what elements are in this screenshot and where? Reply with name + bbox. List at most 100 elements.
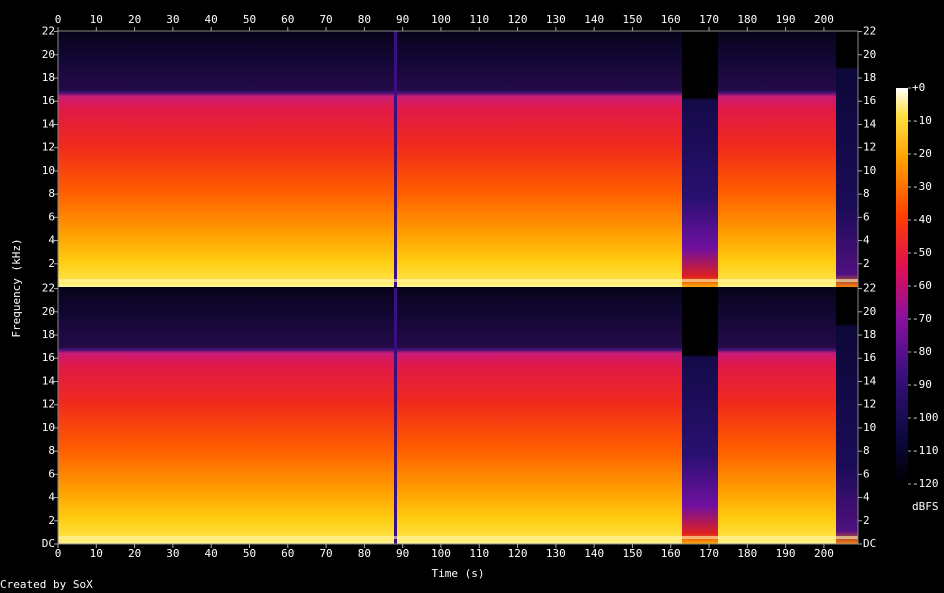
x-tick-label-top: 190: [776, 13, 796, 26]
x-tick-label-bottom: 190: [776, 547, 796, 560]
x-tick-label-top: 170: [699, 13, 719, 26]
y-tick-label-left: 6: [48, 467, 55, 480]
y-tick-label-right: 10: [863, 164, 876, 177]
x-tick-label-bottom: 20: [128, 547, 141, 560]
y-axis-label: Frequency (kHz): [10, 238, 23, 337]
x-tick-label-top: 50: [243, 13, 256, 26]
y-tick-label-left: 8: [48, 187, 55, 200]
y-tick-label-left: 16: [42, 94, 55, 107]
x-tick-label-top: 90: [396, 13, 409, 26]
y-tick-label-right: 14: [863, 117, 877, 130]
x-tick-label-bottom: 170: [699, 547, 719, 560]
y-tick-label-right: 20: [863, 48, 876, 61]
y-tick-label-left: 6: [48, 210, 55, 223]
y-tick-label-right: 22: [863, 282, 876, 295]
colorbar-tick-label: -120: [912, 477, 939, 490]
x-tick-label-bottom: 80: [358, 547, 371, 560]
colorbar-tick-label: -50: [912, 246, 932, 259]
y-tick-label-left: 12: [42, 141, 55, 154]
y-tick-label-left: 16: [42, 351, 55, 364]
y-tick-label-left: 14: [42, 117, 56, 130]
y-tick-label-left: 2: [48, 257, 55, 270]
x-tick-label-bottom: 40: [205, 547, 218, 560]
y-tick-label-left: 22: [42, 25, 55, 38]
x-tick-label-top: 150: [623, 13, 643, 26]
x-tick-label-top: 0: [55, 13, 62, 26]
y-tick-label-left: 2: [48, 514, 55, 527]
spectrogram-channel-1: [58, 31, 858, 287]
y-tick-label-right: 14: [863, 374, 877, 387]
y-tick-label-left: 4: [48, 234, 55, 247]
colorbar-tick-label: -90: [912, 378, 932, 391]
y-tick-label-right: 16: [863, 351, 876, 364]
x-tick-label-bottom: 30: [166, 547, 179, 560]
x-tick-label-top: 100: [431, 13, 451, 26]
colorbar-tick-label: -80: [912, 345, 932, 358]
y-tick-label-right: 10: [863, 421, 876, 434]
spectrogram-channel-2: [58, 288, 858, 544]
colorbar-tick-label: -20: [912, 147, 932, 160]
y-tick-label-left: 12: [42, 398, 55, 411]
y-tick-label-right: 12: [863, 398, 876, 411]
colorbar-tick-label: -70: [912, 312, 932, 325]
y-tick-label-left: 4: [48, 491, 55, 504]
x-tick-label-top: 140: [584, 13, 604, 26]
y-tick-label-right: 6: [863, 210, 870, 223]
x-tick-label-bottom: 150: [623, 547, 643, 560]
x-tick-label-bottom: 200: [814, 547, 834, 560]
x-tick-label-top: 40: [205, 13, 218, 26]
y-tick-label-left: 18: [42, 328, 55, 341]
x-tick-label-top: 120: [508, 13, 528, 26]
y-tick-label-right: 22: [863, 25, 876, 38]
x-tick-label-top: 160: [661, 13, 681, 26]
x-tick-label-bottom: 70: [319, 547, 332, 560]
x-tick-label-bottom: 110: [469, 547, 489, 560]
x-tick-label-bottom: 60: [281, 547, 294, 560]
y-tick-label-left: 14: [42, 374, 56, 387]
x-tick-label-bottom: 0: [55, 547, 62, 560]
x-tick-label-bottom: 50: [243, 547, 256, 560]
colorbar-label: dBFS: [912, 500, 939, 513]
plot-frame: [57, 30, 859, 545]
x-tick-label-top: 130: [546, 13, 566, 26]
y-tick-label-right: 2: [863, 257, 870, 270]
colorbar-tick-label: -40: [912, 213, 932, 226]
y-tick-label-right: 20: [863, 305, 876, 318]
y-tick-label-right: 4: [863, 491, 870, 504]
y-tick-label-left: 20: [42, 305, 55, 318]
x-tick-label-bottom: 100: [431, 547, 451, 560]
colorbar: [896, 88, 908, 484]
x-axis-label: Time (s): [432, 567, 485, 580]
x-tick-label-bottom: 180: [737, 547, 757, 560]
colorbar-tick-label: +0: [912, 81, 925, 94]
y-tick-label-right: 18: [863, 328, 876, 341]
colorbar-tick-label: -60: [912, 279, 932, 292]
x-tick-label-bottom: 160: [661, 547, 681, 560]
y-tick-label-right: 4: [863, 234, 870, 247]
y-tick-label-left: 8: [48, 444, 55, 457]
y-tick-label-left: 10: [42, 421, 55, 434]
x-tick-label-top: 110: [469, 13, 489, 26]
x-tick-label-bottom: 120: [508, 547, 528, 560]
colorbar-tick-label: -10: [912, 114, 932, 127]
y-tick-label-left: 22: [42, 282, 55, 295]
footer: Created by SoX: [0, 578, 93, 591]
x-tick-label-top: 20: [128, 13, 141, 26]
y-tick-label-right: 2: [863, 514, 870, 527]
x-tick-label-top: 60: [281, 13, 294, 26]
y-tick-label-right: DC: [863, 537, 876, 550]
x-tick-label-bottom: 90: [396, 547, 409, 560]
x-tick-label-bottom: 130: [546, 547, 566, 560]
y-tick-label-right: 6: [863, 467, 870, 480]
x-tick-label-top: 180: [737, 13, 757, 26]
y-tick-label-right: 8: [863, 187, 870, 200]
x-tick-label-top: 80: [358, 13, 371, 26]
x-tick-label-bottom: 10: [90, 547, 103, 560]
x-tick-label-top: 30: [166, 13, 179, 26]
y-tick-label-right: 18: [863, 71, 876, 84]
x-tick-label-bottom: 140: [584, 547, 604, 560]
x-tick-label-top: 200: [814, 13, 834, 26]
y-tick-label-right: 12: [863, 141, 876, 154]
y-tick-label-right: 16: [863, 94, 876, 107]
